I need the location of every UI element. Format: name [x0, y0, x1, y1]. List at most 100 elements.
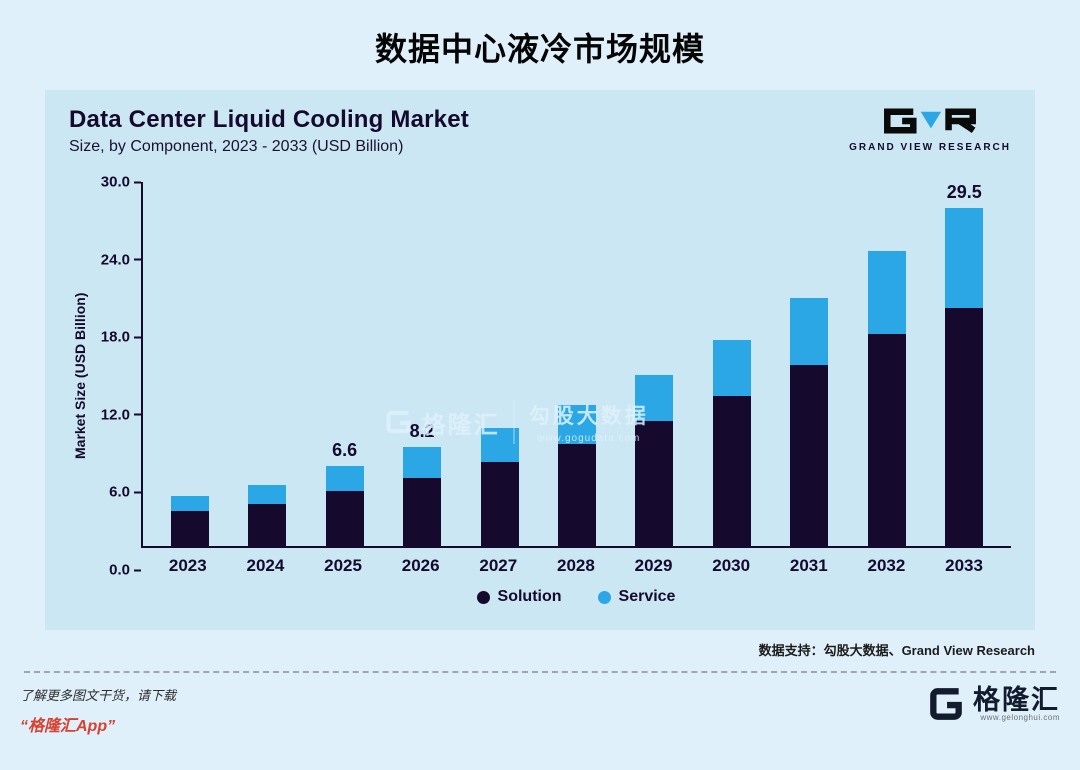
brand-logo-block: 格隆汇 www.gelonghui.com: [927, 685, 1060, 723]
source-note: 数据支持：勾股大数据、Grand View Research: [758, 643, 1035, 658]
x-axis-label: 2026: [401, 556, 440, 575]
bar-segment-service: [170, 496, 209, 511]
bar-segment-service: [248, 485, 287, 504]
bar-segment-service: [712, 339, 751, 396]
bar-total-label: 29.5: [946, 182, 982, 202]
plot-area: 6.6 8.2 29.5 格隆汇 勾股大数据 www.gogudata.com: [141, 182, 1011, 548]
bar-segment-solution: [867, 333, 906, 546]
y-tick-mark: [134, 491, 141, 494]
bar-segment-solution: [790, 365, 829, 546]
x-labels-row: 2023 2024 2025 2026 2027 2028 2029 2030 2031 2032…: [141, 556, 1011, 576]
footer-app-line: “格隆汇App”: [20, 718, 116, 735]
bar-segment-service: [325, 465, 364, 492]
brand-texts: 格隆汇 www.gelonghui.com: [973, 684, 1060, 723]
bar-column-2032: [855, 182, 919, 546]
bar-column-2027: [468, 182, 532, 546]
legend-dot-solution: [476, 590, 490, 604]
bar-stack: [635, 374, 674, 546]
y-tick: 0.0: [109, 562, 141, 579]
x-axis-label: 2028: [557, 556, 595, 575]
bar-segment-solution: [712, 395, 751, 546]
y-tick: 30.0: [101, 174, 141, 191]
y-tick-label: 12.0: [100, 406, 130, 424]
bar-column-2028: [545, 182, 609, 546]
bar-column-2023: [158, 182, 222, 546]
grand-view-research-icon: [884, 108, 977, 134]
footer: 了解更多图文干货，请下载 “格隆汇App” 格隆汇 www.gelonghui.…: [20, 685, 1060, 736]
bar-column-2029: [622, 182, 686, 546]
plot-wrap: 6.6 8.2 29.5 格隆汇 勾股大数据 www.gogudata.com: [141, 182, 1011, 606]
bar-segment-service: [635, 374, 674, 422]
chart-panel: Data Center Liquid Cooling Market Size, …: [45, 90, 1035, 630]
bar-column-2033: 29.5: [932, 182, 996, 546]
x-axis-label: 2029: [634, 556, 673, 575]
x-axis-label: 2027: [479, 556, 518, 575]
bar-column-2031: [777, 182, 841, 546]
y-tick-label: 30.0: [100, 173, 130, 191]
bar-segment-service: [790, 298, 829, 366]
page-title: 数据中心液冷市场规模: [374, 31, 705, 67]
x-axis-label: 2024: [246, 556, 285, 575]
bar-stack: [712, 339, 751, 546]
bars-row: 6.6 8.2 29.5: [143, 182, 1011, 546]
panel-header: Data Center Liquid Cooling Market Size, …: [69, 106, 1011, 172]
gvr-logo-text: GRAND VIEW RESEARCH: [849, 142, 1011, 153]
bar-segment-solution: [480, 462, 519, 546]
x-axis-label: 2025: [324, 556, 362, 575]
bar-column-2030: [700, 182, 764, 546]
bar-stack: [867, 251, 906, 546]
y-tick-label: 24.0: [100, 251, 130, 269]
legend-item-service: Service: [597, 588, 675, 606]
y-tick: 6.0: [109, 484, 141, 501]
gvr-logo-block: GRAND VIEW RESEARCH: [849, 106, 1011, 153]
footer-note-block: 了解更多图文干货，请下载 “格隆汇App”: [20, 685, 176, 736]
chart-title: Data Center Liquid Cooling Market: [69, 106, 469, 133]
bar-stack: [170, 496, 209, 546]
bar-total-label: 8.2: [409, 420, 435, 441]
y-tick: 24.0: [101, 251, 141, 268]
bar-segment-service: [867, 251, 906, 334]
chart-subtitle: Size, by Component, 2023 - 2033 (USD Bil…: [69, 138, 404, 155]
dashed-divider: [24, 671, 1056, 673]
panel-title-block: Data Center Liquid Cooling Market Size, …: [69, 106, 469, 156]
bar-stack: [480, 428, 519, 546]
y-tick-label: 6.0: [109, 483, 130, 501]
brand-name: 格隆汇: [973, 684, 1060, 715]
y-tick-mark: [134, 413, 141, 416]
y-tick-mark: [134, 336, 141, 339]
bar-segment-solution: [557, 444, 596, 546]
bar-segment-solution: [945, 307, 984, 546]
bar-stack: [403, 446, 442, 546]
chart-zone: Market Size (USD Billion) 0.0 6.0 12.0 18.0…: [69, 174, 1011, 606]
bar-total-label: 6.6: [332, 439, 358, 460]
brand-url: www.gelonghui.com: [980, 712, 1060, 722]
legend: Solution Service: [141, 588, 1011, 606]
bar-segment-service: [480, 428, 519, 463]
y-axis-ticks: 0.0 6.0 12.0 18.0 24.0 30.0: [91, 174, 141, 579]
legend-label: Solution: [497, 588, 562, 605]
bar-column-2026: 8.2: [390, 182, 454, 546]
bar-segment-solution: [325, 491, 364, 546]
y-axis-title: Market Size (USD Billion): [72, 292, 88, 460]
legend-item-solution: Solution: [476, 588, 562, 606]
bar-stack: [945, 208, 984, 546]
y-tick: 18.0: [101, 329, 141, 346]
x-axis-label: 2032: [867, 556, 906, 575]
bar-segment-solution: [170, 510, 209, 546]
bar-segment-service: [403, 446, 442, 479]
bar-segment-solution: [403, 478, 442, 546]
bar-stack: [248, 485, 287, 546]
x-axis-label: 2023: [168, 556, 207, 575]
y-tick-label: 0.0: [109, 561, 130, 579]
x-axis-label: 2033: [945, 556, 983, 575]
x-axis-label: 2031: [789, 556, 828, 575]
x-axis-label: 2030: [712, 556, 751, 575]
bar-segment-solution: [248, 503, 287, 546]
y-tick-mark: [134, 258, 141, 261]
y-tick-mark: [134, 181, 141, 183]
footer-note-line1: 了解更多图文干货，请下载: [20, 688, 177, 703]
y-tick-mark: [134, 569, 141, 571]
y-tick-label: 18.0: [100, 328, 130, 346]
y-tick: 12.0: [101, 406, 141, 423]
bar-stack: [557, 405, 596, 546]
